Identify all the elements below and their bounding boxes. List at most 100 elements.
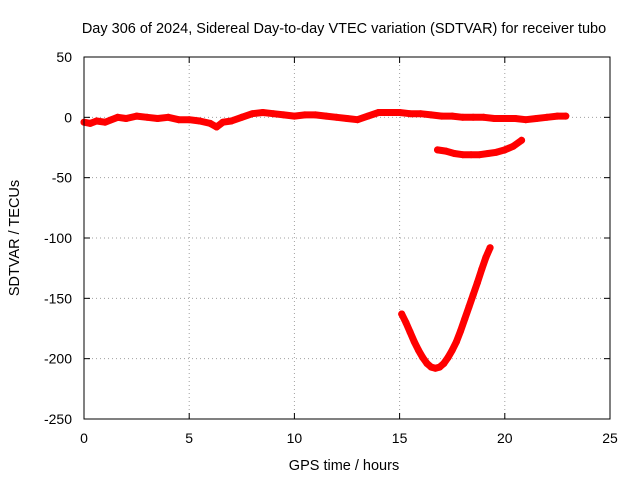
data-point: [154, 115, 162, 122]
data-point: [86, 119, 94, 127]
y-tick-label: -150: [44, 290, 72, 306]
data-point: [185, 116, 193, 124]
data-point: [467, 151, 475, 159]
data-point: [492, 148, 500, 156]
data-point: [301, 111, 309, 119]
data-point: [402, 319, 410, 326]
data-point: [227, 117, 235, 125]
data-point: [410, 338, 418, 346]
data-point: [434, 146, 441, 154]
chart-title: Day 306 of 2024, Sidereal Day-to-day VTE…: [82, 21, 606, 37]
data-point: [461, 315, 469, 323]
data-point: [343, 115, 351, 122]
data-point: [333, 113, 340, 121]
x-tick-label: 5: [185, 430, 193, 446]
data-point: [444, 354, 452, 361]
data-point: [452, 338, 460, 346]
x-tick-label: 15: [392, 430, 408, 446]
data-point: [107, 116, 115, 124]
data-point: [465, 303, 473, 311]
axis-ticks: 0 5 10 15 20 25 -250 -200 -150 -100 -50 0 50: [44, 49, 618, 446]
data-point: [164, 113, 172, 121]
data-point: [290, 112, 298, 120]
data-point: [419, 354, 427, 361]
x-tick-label: 20: [497, 430, 513, 446]
data-point: [478, 265, 486, 273]
y-tick-label: -100: [44, 230, 72, 246]
data-point: [457, 327, 465, 335]
data-point: [484, 150, 492, 157]
data-point: [354, 116, 361, 124]
data-point: [406, 110, 414, 118]
plot-frame: [83, 56, 611, 420]
y-tick-label: -50: [52, 170, 72, 186]
data-point: [114, 113, 122, 121]
data-point: [438, 112, 446, 120]
data-point: [459, 113, 467, 121]
data-point: [522, 116, 530, 124]
y-tick-label: -250: [44, 411, 72, 427]
y-tick-label: -200: [44, 351, 72, 367]
data-point: [206, 119, 214, 127]
y-axis-label: SDTVAR / TECUs: [7, 180, 23, 296]
data-point: [143, 113, 151, 121]
data-point: [364, 112, 372, 120]
data-point: [486, 244, 494, 252]
data-point: [501, 146, 509, 154]
data-point: [476, 151, 484, 159]
data-point: [280, 111, 288, 119]
data-point: [501, 115, 509, 122]
data-point: [490, 115, 498, 122]
data-point: [385, 109, 393, 116]
data-point: [482, 253, 490, 261]
data-point: [175, 116, 183, 124]
data-point: [543, 113, 551, 121]
data-point: [511, 115, 519, 122]
data-point: [213, 123, 221, 131]
data-point: [417, 110, 425, 118]
data-point: [406, 328, 414, 336]
y-tick-label: 50: [56, 49, 72, 65]
series-group: [80, 109, 570, 372]
data-point: [562, 112, 570, 120]
data-point: [322, 112, 330, 120]
x-tick-label: 25: [602, 430, 618, 446]
data-point: [553, 112, 561, 120]
data-point: [440, 360, 448, 367]
data-point: [473, 279, 481, 287]
data-point: [133, 112, 141, 120]
data-point: [442, 147, 450, 155]
data-point: [415, 346, 422, 354]
series-line-arc-lower: [398, 244, 494, 372]
data-point: [219, 118, 227, 126]
data-point: [248, 110, 256, 118]
data-point: [518, 136, 526, 144]
data-point: [238, 113, 246, 121]
x-axis-label: GPS time / hours: [289, 458, 399, 474]
data-point: [101, 118, 109, 126]
data-point: [509, 142, 517, 150]
data-point: [398, 310, 406, 318]
data-point: [450, 150, 458, 157]
y-tick-label: 0: [64, 109, 72, 125]
data-point: [93, 117, 101, 125]
data-point: [469, 291, 477, 299]
data-point: [196, 117, 204, 125]
data-point: [480, 113, 488, 121]
grid: [84, 57, 610, 419]
data-point: [427, 111, 435, 119]
data-point: [469, 113, 477, 121]
x-tick-label: 0: [80, 430, 88, 446]
data-point: [448, 112, 456, 120]
data-point: [259, 109, 267, 116]
data-point: [459, 151, 467, 159]
data-point: [375, 109, 383, 116]
data-point: [311, 111, 319, 119]
data-point: [269, 110, 277, 118]
data-point: [532, 115, 540, 122]
data-point: [122, 115, 130, 122]
x-tick-label: 10: [287, 430, 303, 446]
data-point: [448, 346, 456, 354]
data-point: [396, 109, 404, 116]
